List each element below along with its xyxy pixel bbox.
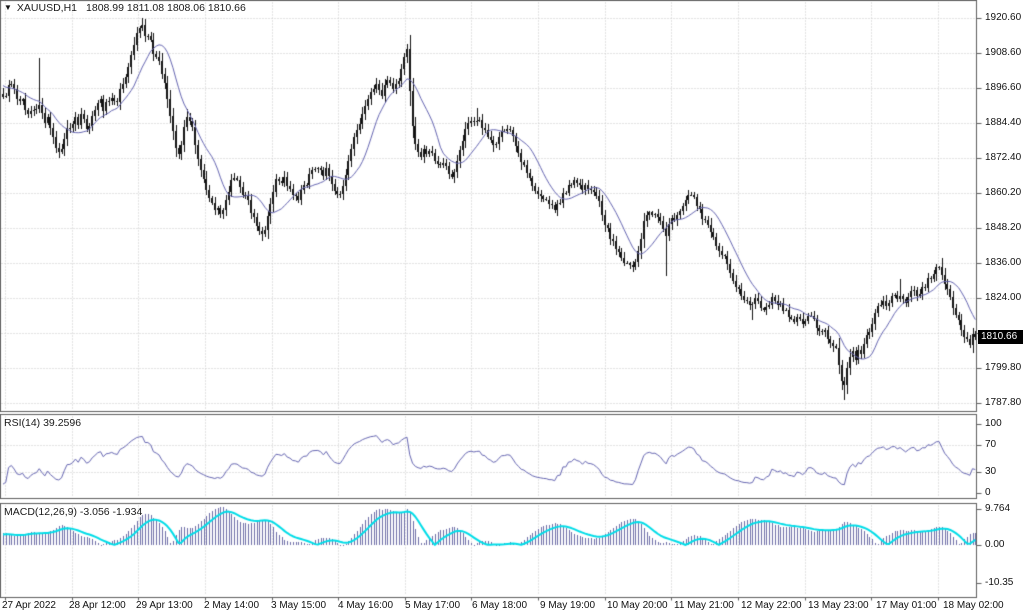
symbol-dropdown-icon[interactable]: ▼ [4, 3, 12, 12]
